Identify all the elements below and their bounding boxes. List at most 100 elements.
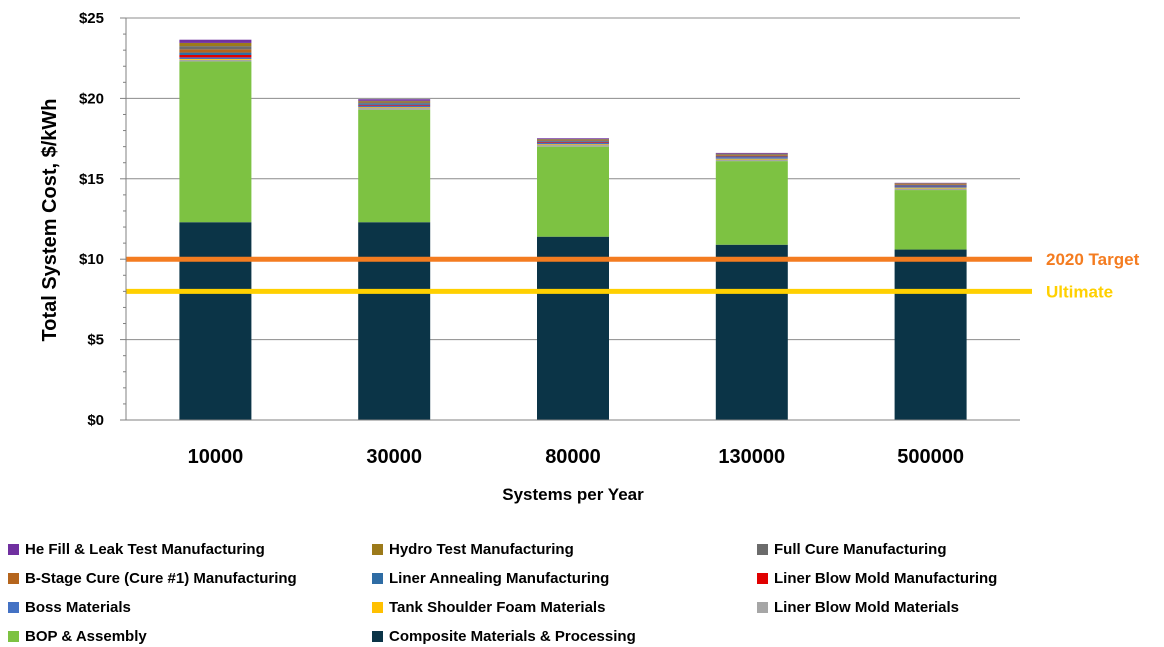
- bar-segment: [537, 142, 609, 145]
- bar-segment: [894, 186, 967, 188]
- legend-label: Liner Blow Mold Manufacturing: [774, 569, 998, 587]
- bar-segment: [179, 49, 252, 53]
- y-tick-label: $20: [79, 90, 104, 107]
- legend: He Fill & Leak Test Manufacturing Hydro T…: [8, 538, 1158, 647]
- bar-segment: [179, 52, 252, 55]
- y-tick-label: $5: [87, 332, 104, 349]
- bar-segment: [894, 184, 967, 185]
- legend-label: B-Stage Cure (Cure #1) Manufacturing: [25, 569, 297, 587]
- x-axis-label: Systems per Year: [502, 485, 644, 504]
- legend-item: Boss Materials: [8, 596, 372, 618]
- legend-item: Liner Blow Mold Manufacturing: [757, 567, 1147, 589]
- bar-segment: [715, 155, 788, 156]
- legend-label: Tank Shoulder Foam Materials: [389, 598, 606, 616]
- y-tick-label: $25: [79, 10, 104, 27]
- bar-segment: [715, 155, 788, 157]
- bar-segment: [179, 54, 252, 58]
- bar-segment: [715, 244, 788, 420]
- bar-segment: [358, 100, 431, 102]
- legend-label: BOP & Assembly: [25, 627, 147, 645]
- legend-label: Hydro Test Manufacturing: [389, 540, 574, 558]
- legend-swatch: [372, 601, 383, 613]
- legend-label: He Fill & Leak Test Manufacturing: [25, 540, 265, 558]
- x-tick-labels: 10000 30000 80000 130000 500000: [188, 446, 964, 468]
- y-tick-label: $0: [87, 412, 104, 429]
- bar-segment: [358, 102, 431, 104]
- legend-swatch: [372, 630, 383, 642]
- x-tick-label: 30000: [366, 446, 422, 468]
- legend-item: BOP & Assembly: [8, 625, 372, 647]
- legend-label: Full Cure Manufacturing: [774, 540, 947, 558]
- bar-segment: [537, 141, 609, 143]
- stacked-bar-chart: 2020 Target Ultimate $0 $5 $10 $15 $20 $25 100…: [39, 10, 1140, 504]
- y-axis-label: Total System Cost, $/kWh: [39, 98, 61, 341]
- legend-item: Composite Materials & Processing: [372, 625, 757, 647]
- bar-segment: [894, 182, 967, 184]
- legend-swatch: [8, 572, 19, 584]
- bar-segment: [358, 99, 431, 101]
- bar-segment: [179, 59, 252, 60]
- bar-segment: [894, 188, 967, 191]
- legend-swatch: [757, 543, 768, 555]
- bar-segment: [179, 222, 252, 420]
- legend-item: He Fill & Leak Test Manufacturing: [8, 538, 372, 560]
- bar-segment: [537, 141, 609, 142]
- bar-segment: [894, 184, 967, 186]
- x-tick-label: 80000: [545, 446, 601, 468]
- legend-swatch: [757, 601, 768, 613]
- bar-segment: [715, 159, 788, 162]
- bar-segment: [358, 107, 431, 109]
- legend-item: Tank Shoulder Foam Materials: [372, 596, 757, 618]
- bar-segment: [179, 57, 252, 60]
- bar-segment: [894, 187, 967, 189]
- legend-label: Liner Blow Mold Materials: [774, 598, 960, 616]
- bar-segment: [537, 139, 609, 141]
- legend-item: Liner Annealing Manufacturing: [372, 567, 757, 589]
- bar-segment: [537, 144, 609, 146]
- bar-segment: [358, 104, 431, 106]
- bar-segment: [358, 108, 431, 110]
- x-tick-label: 10000: [188, 446, 244, 468]
- bar-segment: [715, 156, 788, 158]
- bar-segment: [179, 61, 252, 223]
- bar-segment: [537, 145, 609, 147]
- bar-segment: [537, 236, 609, 420]
- bar-segment: [358, 222, 431, 420]
- bar-segment: [179, 46, 252, 50]
- bar-segment: [715, 152, 788, 154]
- bar-segment: [894, 183, 967, 185]
- bar-segment: [179, 39, 252, 43]
- y-tick-label: $15: [79, 171, 104, 188]
- bar-segment: [715, 154, 788, 156]
- legend-item: Full Cure Manufacturing: [757, 538, 1147, 560]
- bar-segment: [894, 183, 967, 184]
- bar-segment: [179, 59, 252, 62]
- bar-segment: [179, 42, 252, 47]
- legend-item: Hydro Test Manufacturing: [372, 538, 757, 560]
- x-tick-label: 500000: [897, 446, 964, 468]
- legend-item: Liner Blow Mold Materials: [757, 596, 1147, 618]
- bar-segment: [894, 185, 967, 187]
- legend-swatch: [8, 601, 19, 613]
- y-tick-labels: $0 $5 $10 $15 $20 $25: [79, 10, 126, 429]
- bar-segment: [537, 146, 609, 237]
- bar-segment: [358, 101, 431, 103]
- bar-segment: [715, 158, 788, 160]
- bar-segment: [715, 153, 788, 155]
- y-tick-label: $10: [79, 251, 104, 268]
- legend-swatch: [757, 572, 768, 584]
- x-tick-label: 130000: [718, 446, 785, 468]
- bar-segment: [537, 138, 609, 140]
- bar-segment: [715, 161, 788, 245]
- bar-segment: [358, 105, 431, 108]
- bar-segment: [894, 249, 967, 420]
- bar-segment: [715, 157, 788, 159]
- bars: [179, 39, 967, 420]
- legend-label: Boss Materials: [25, 598, 131, 616]
- legend-swatch: [8, 630, 19, 642]
- bar-segment: [537, 140, 609, 142]
- bar-segment: [894, 190, 967, 250]
- bar-segment: [358, 109, 431, 223]
- reference-line-label: Ultimate: [1046, 282, 1113, 301]
- legend-swatch: [8, 543, 19, 555]
